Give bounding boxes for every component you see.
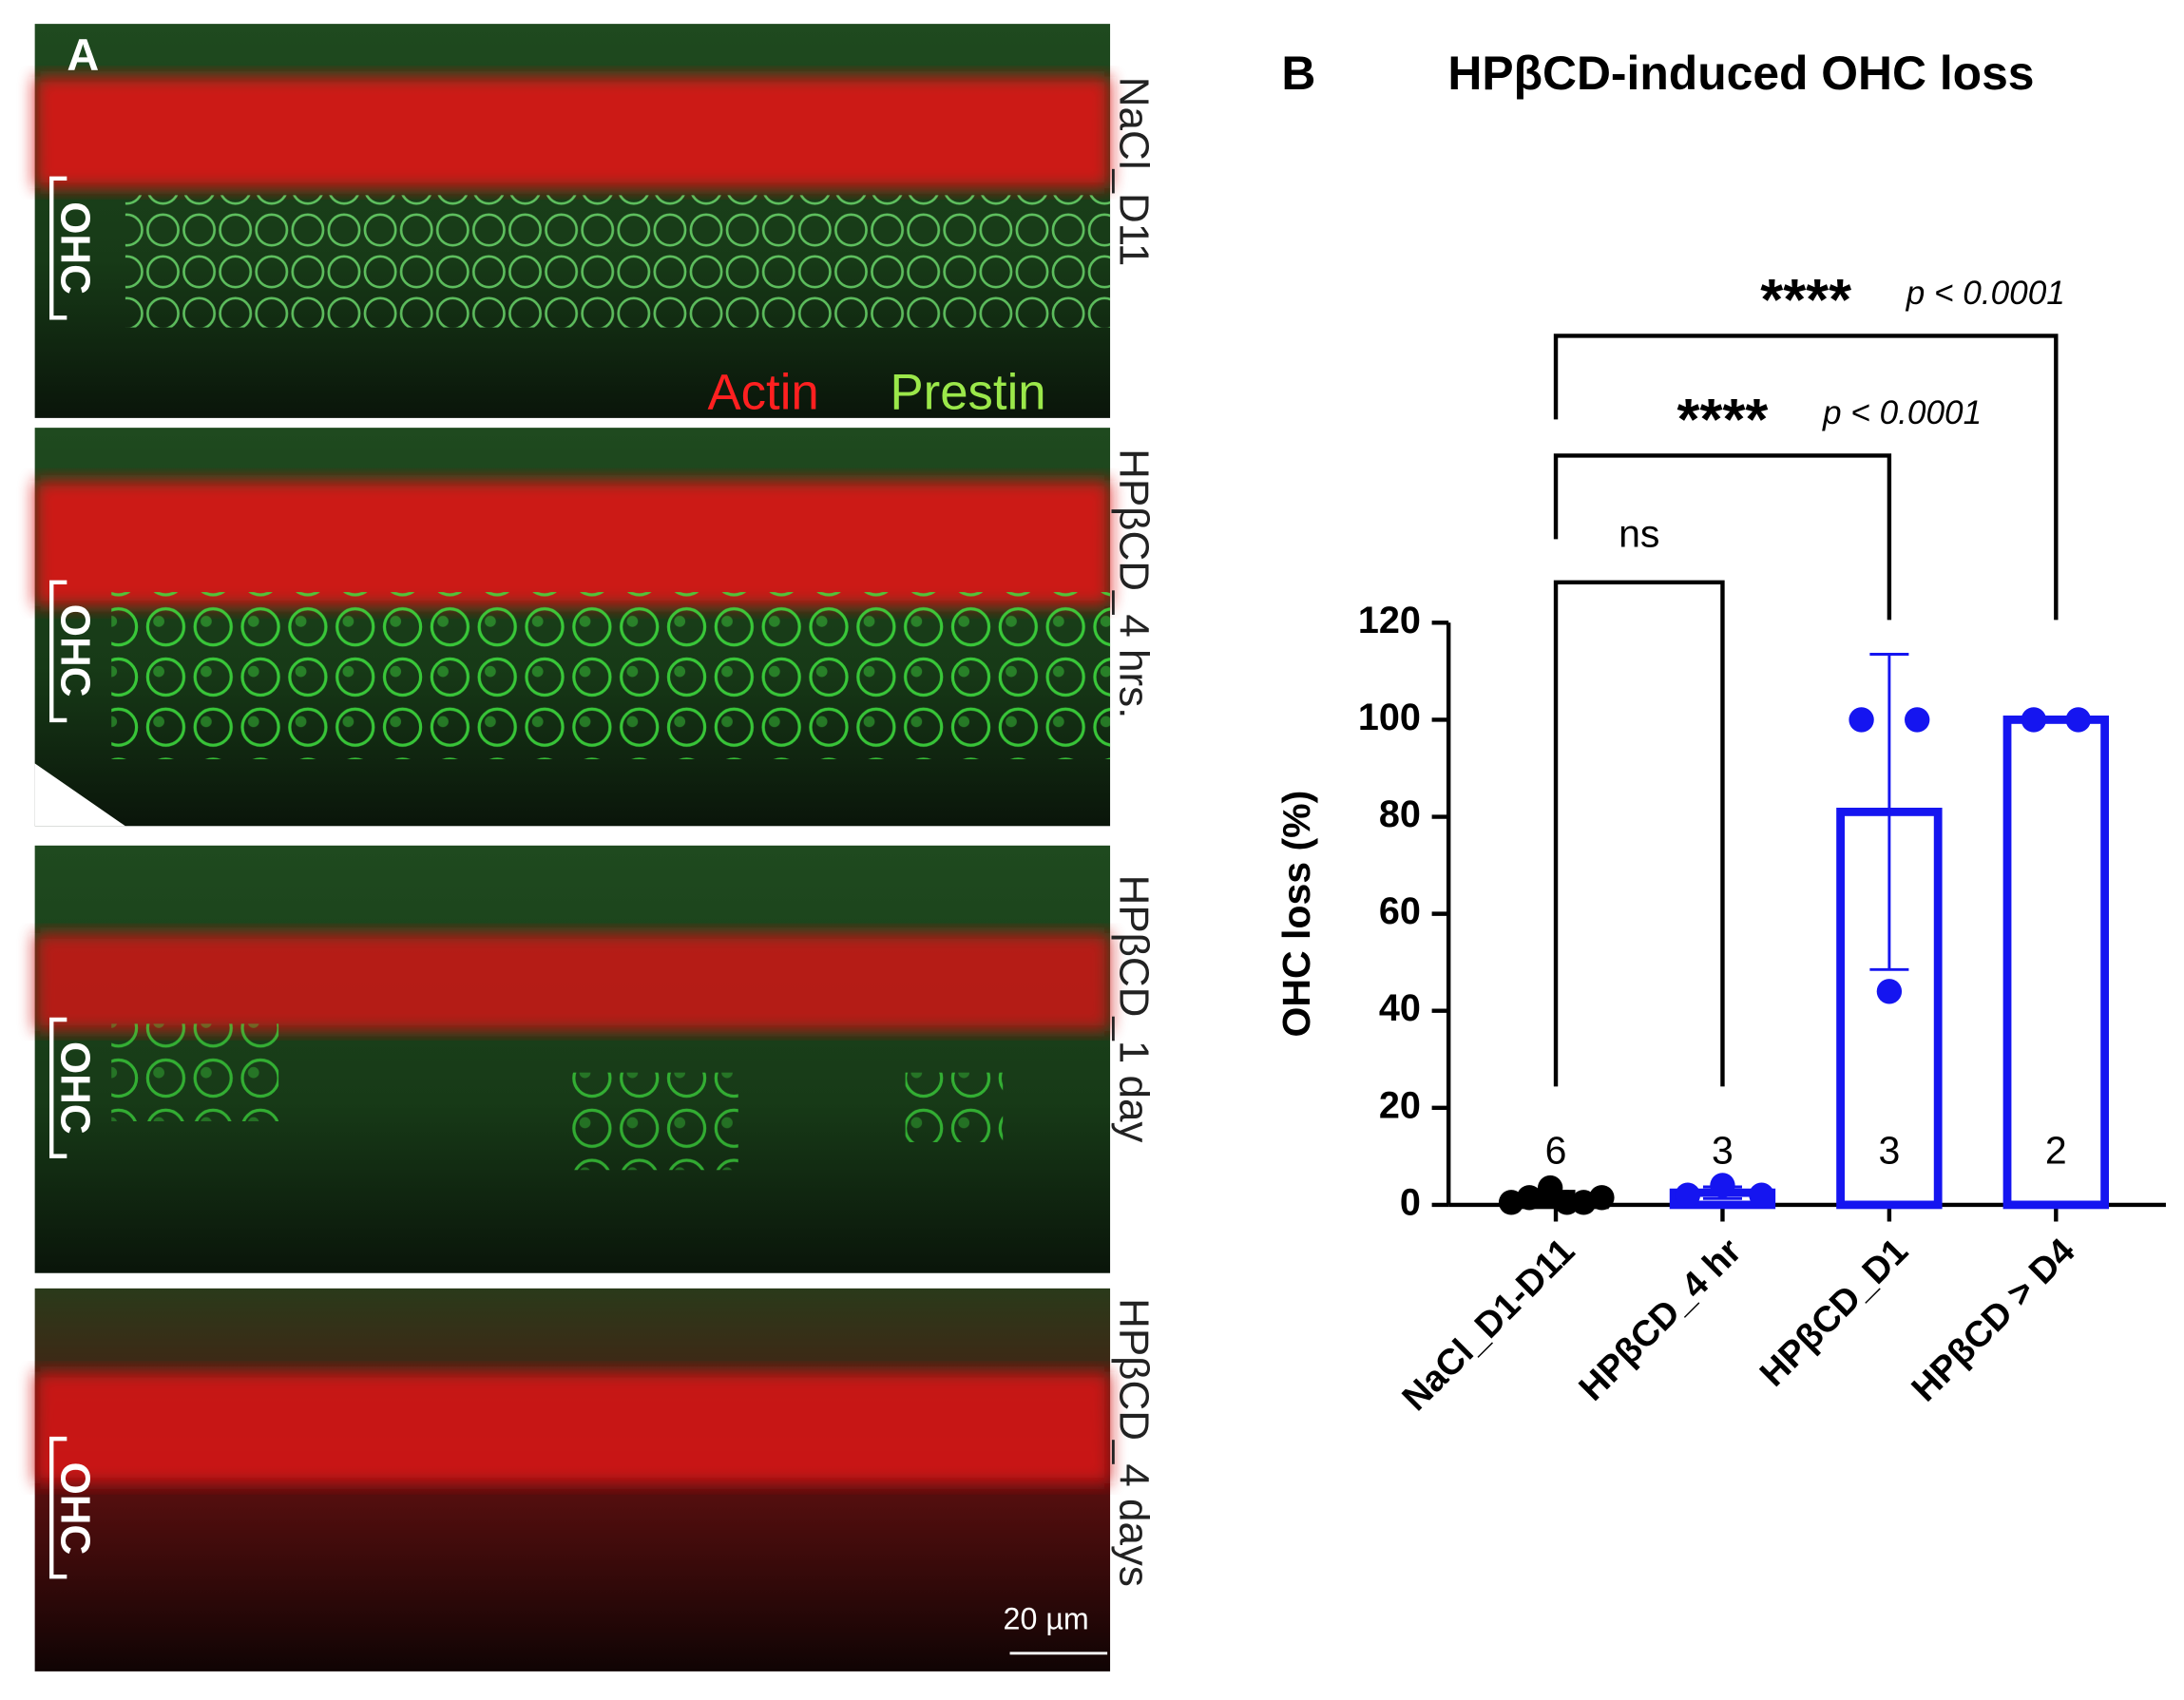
x-tick-label: HPβCD_D1 <box>1753 1232 1916 1395</box>
ohc-label: OHC <box>52 1462 99 1556</box>
n-label: 6 <box>1545 1129 1567 1173</box>
data-point <box>1516 1185 1542 1211</box>
y-tick-label: 40 <box>1379 987 1421 1029</box>
data-point <box>2021 707 2047 733</box>
condition-label: HPβCD_4 days <box>1110 1298 1157 1587</box>
x-tick-label: NaCl_D1-D11 <box>1395 1232 1582 1419</box>
data-point <box>1876 979 1903 1004</box>
significance-bracket <box>1553 580 1725 1087</box>
y-tick-label: 80 <box>1379 793 1421 835</box>
condition-label: HPβCD_4 hrs. <box>1110 449 1157 718</box>
ohc-label: OHC <box>52 604 99 697</box>
significance-bracket <box>1553 334 2059 621</box>
data-point <box>1710 1173 1735 1198</box>
y-tick-label: 120 <box>1358 600 1421 641</box>
ohc-brackets <box>49 176 67 1579</box>
error-bar <box>1869 653 1909 971</box>
bar <box>2002 716 2110 1210</box>
micrograph-panel <box>34 24 1111 1671</box>
data-point <box>1589 1185 1615 1211</box>
x-tick-label: HPβCD_4 hr <box>1572 1232 1750 1409</box>
significance-label: **** <box>1677 387 1769 452</box>
data-point <box>2065 707 2091 733</box>
y-tick-label: 0 <box>1400 1181 1421 1223</box>
chart-title: HPβCD-induced OHC loss <box>1447 47 2034 100</box>
significance-label: **** <box>1760 267 1851 333</box>
p-value: p < 0.0001 <box>1906 275 2065 312</box>
condition-label: NaCl_D11 <box>1110 77 1157 267</box>
stain-label: Actin <box>707 364 818 420</box>
panel-label: B <box>1281 47 1315 100</box>
condition-label: HPβCD_1 day <box>1110 875 1157 1143</box>
n-label: 3 <box>1712 1129 1734 1173</box>
data-point <box>1675 1182 1701 1208</box>
ohc-label: OHC <box>52 1041 99 1135</box>
scale-bar-label: 20 µm <box>1004 1602 1089 1636</box>
panel-label: A <box>67 30 99 80</box>
n-label: 2 <box>2045 1129 2067 1173</box>
y-tick-label: 20 <box>1379 1084 1421 1126</box>
data-point <box>1905 707 1930 733</box>
data-point <box>1537 1175 1563 1201</box>
stain-label: Prestin <box>890 364 1045 420</box>
significance-bracket <box>1553 453 1892 621</box>
p-value: p < 0.0001 <box>1822 394 1982 431</box>
data-point <box>1749 1182 1774 1208</box>
n-label: 3 <box>1878 1129 1900 1173</box>
y-tick-label: 60 <box>1379 890 1421 932</box>
y-tick-label: 100 <box>1358 697 1421 738</box>
y-axis-label: OHC loss (%) <box>1274 791 1318 1038</box>
ohc-label: OHC <box>52 201 99 295</box>
significance-label: ns <box>1619 511 1659 555</box>
data-point <box>1849 707 1874 733</box>
x-tick-label: HPβCD > D4 <box>1905 1232 2083 1410</box>
